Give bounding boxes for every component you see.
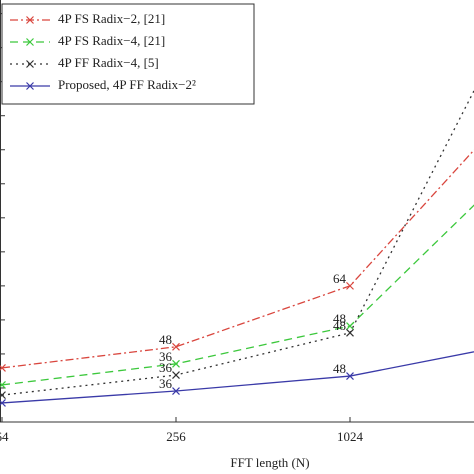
- legend-marker: [26, 38, 34, 46]
- x-axis-label: FFT length (N): [230, 455, 309, 470]
- point-label: 36: [159, 349, 173, 364]
- point-label: 36: [159, 360, 173, 375]
- point-label: 36: [159, 376, 173, 391]
- legend-box: [1, 3, 255, 105]
- legend-label: Proposed, 4P FF Radix−2²: [58, 77, 196, 92]
- series-line: [1, 351, 474, 404]
- legend-marker: [26, 16, 34, 24]
- x-tick-label: 1024: [337, 429, 364, 444]
- marker: [172, 387, 180, 395]
- point-label: 64: [333, 271, 347, 286]
- marker: [346, 281, 354, 290]
- x-tick-label: 64: [0, 429, 9, 444]
- point-label: 48: [159, 332, 172, 347]
- marker: [0, 399, 6, 407]
- marker: [0, 363, 6, 372]
- series-line: [1, 204, 474, 386]
- marker: [346, 328, 354, 337]
- point-label: 48: [333, 361, 346, 376]
- series-line: [1, 149, 474, 369]
- x-tick-label: 256: [166, 429, 186, 444]
- marker: [172, 371, 180, 379]
- series-line: [1, 89, 474, 396]
- marker: [346, 372, 354, 380]
- legend-marker: [26, 60, 34, 68]
- marker: [172, 342, 180, 351]
- marker: [346, 322, 354, 330]
- legend-label: 4P FS Radix−4, [21]: [58, 33, 165, 48]
- marker: [172, 359, 180, 368]
- point-label: 48: [333, 318, 346, 333]
- legend-label: 4P FF Radix−4, [5]: [58, 55, 159, 70]
- legend-label: 4P FS Radix−2, [21]: [58, 11, 165, 26]
- marker: [0, 391, 6, 400]
- point-label: 48: [333, 311, 346, 326]
- legend-marker: [26, 82, 34, 90]
- legend: 4P FS Radix−2, [21] 4P FS Radix−4, [21] 4P…: [1, 3, 255, 105]
- marker: [0, 380, 6, 389]
